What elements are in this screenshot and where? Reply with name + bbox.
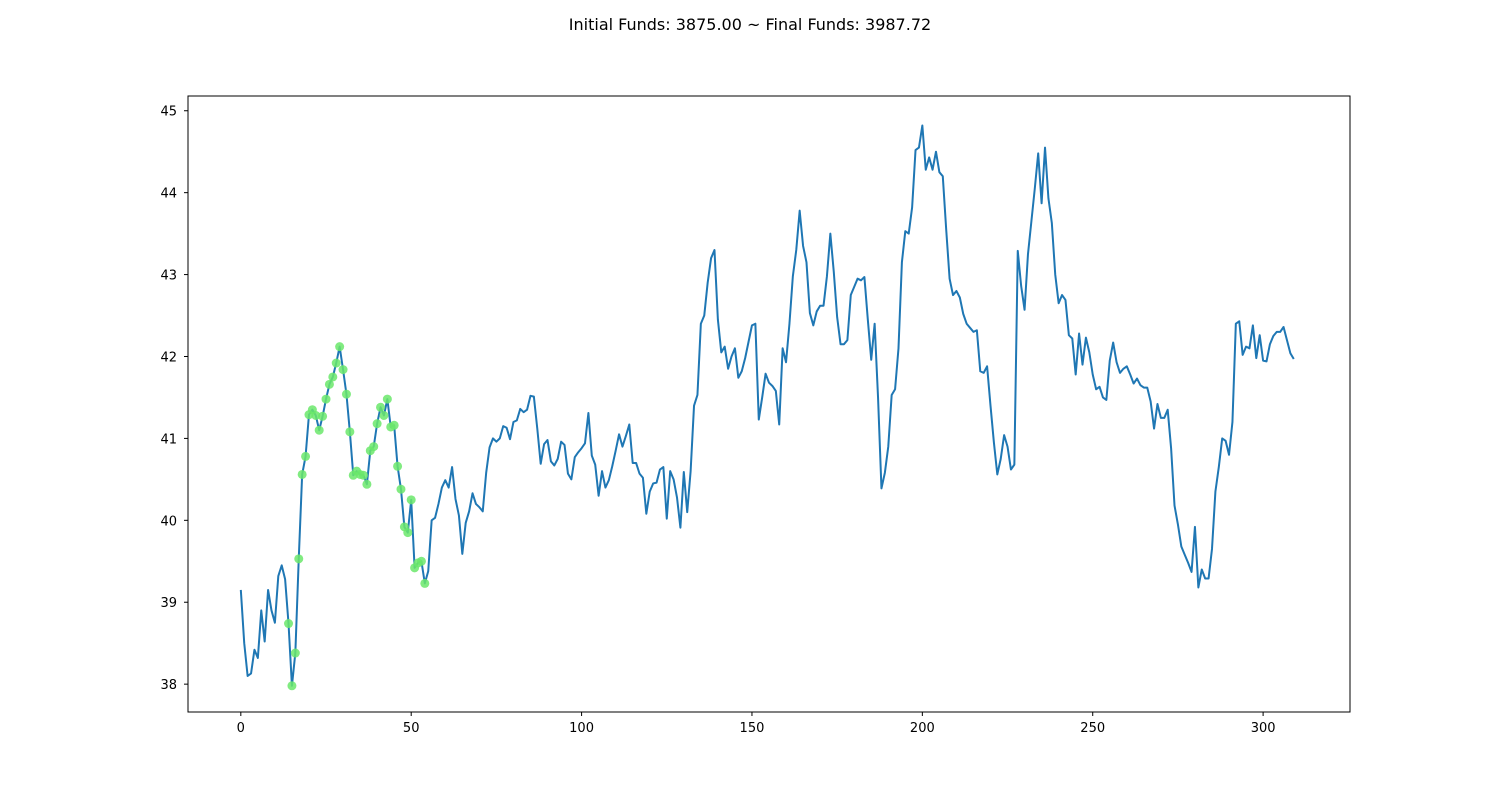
trade-marker bbox=[294, 554, 304, 564]
plot-frame bbox=[187, 95, 1351, 713]
chart-title: Initial Funds: 3875.00 ~ Final Funds: 39… bbox=[569, 15, 931, 34]
trade-marker bbox=[321, 394, 331, 404]
trade-marker bbox=[287, 681, 297, 691]
trade-marker bbox=[335, 342, 345, 352]
y-tick-label: 43 bbox=[160, 269, 177, 284]
trade-marker bbox=[297, 469, 307, 479]
x-tick-label: 50 bbox=[403, 721, 420, 736]
trade-marker bbox=[284, 619, 294, 629]
trade-marker bbox=[318, 411, 328, 421]
trade-marker bbox=[369, 442, 379, 452]
y-tick-label: 38 bbox=[160, 678, 177, 693]
x-tick-label: 250 bbox=[1080, 721, 1105, 736]
y-tick-label: 42 bbox=[160, 350, 177, 365]
trade-marker bbox=[358, 470, 368, 480]
trade-marker bbox=[328, 372, 338, 382]
y-tick-label: 41 bbox=[160, 432, 177, 447]
y-axis: 38 39 40 41 42 43 44 45 bbox=[160, 105, 188, 693]
y-tick-label: 39 bbox=[160, 596, 177, 611]
trade-marker bbox=[406, 495, 416, 505]
trade-marker bbox=[311, 410, 321, 420]
trade-marker bbox=[290, 648, 300, 658]
trade-marker bbox=[338, 365, 348, 375]
trade-marker bbox=[403, 528, 413, 538]
y-tick-label: 45 bbox=[160, 105, 177, 120]
trade-marker bbox=[301, 451, 311, 461]
trade-marker bbox=[379, 410, 389, 420]
x-tick-label: 150 bbox=[740, 721, 765, 736]
trade-marker bbox=[341, 389, 351, 399]
trade-marker bbox=[396, 484, 406, 494]
y-tick-label: 44 bbox=[160, 187, 177, 202]
trade-marker bbox=[314, 425, 324, 435]
trade-marker bbox=[324, 379, 334, 389]
y-tick-label: 40 bbox=[160, 514, 177, 529]
x-tick-label: 200 bbox=[910, 721, 935, 736]
x-axis: 0 50 100 150 200 250 300 bbox=[237, 712, 1276, 736]
x-tick-label: 0 bbox=[237, 721, 245, 736]
trade-marker bbox=[372, 419, 382, 429]
trade-marker bbox=[416, 556, 426, 566]
trade-marker bbox=[393, 461, 403, 471]
trade-marker bbox=[420, 578, 430, 588]
series-line-0 bbox=[239, 124, 1295, 687]
plot-area bbox=[239, 124, 1295, 691]
trade-marker bbox=[362, 479, 372, 489]
trade-marker bbox=[382, 394, 392, 404]
x-tick-label: 300 bbox=[1251, 721, 1276, 736]
x-tick-label: 100 bbox=[569, 721, 594, 736]
trade-marker bbox=[345, 427, 355, 437]
trade-marker bbox=[331, 358, 341, 368]
trade-marker bbox=[389, 420, 399, 430]
trade-marker bbox=[376, 402, 386, 412]
